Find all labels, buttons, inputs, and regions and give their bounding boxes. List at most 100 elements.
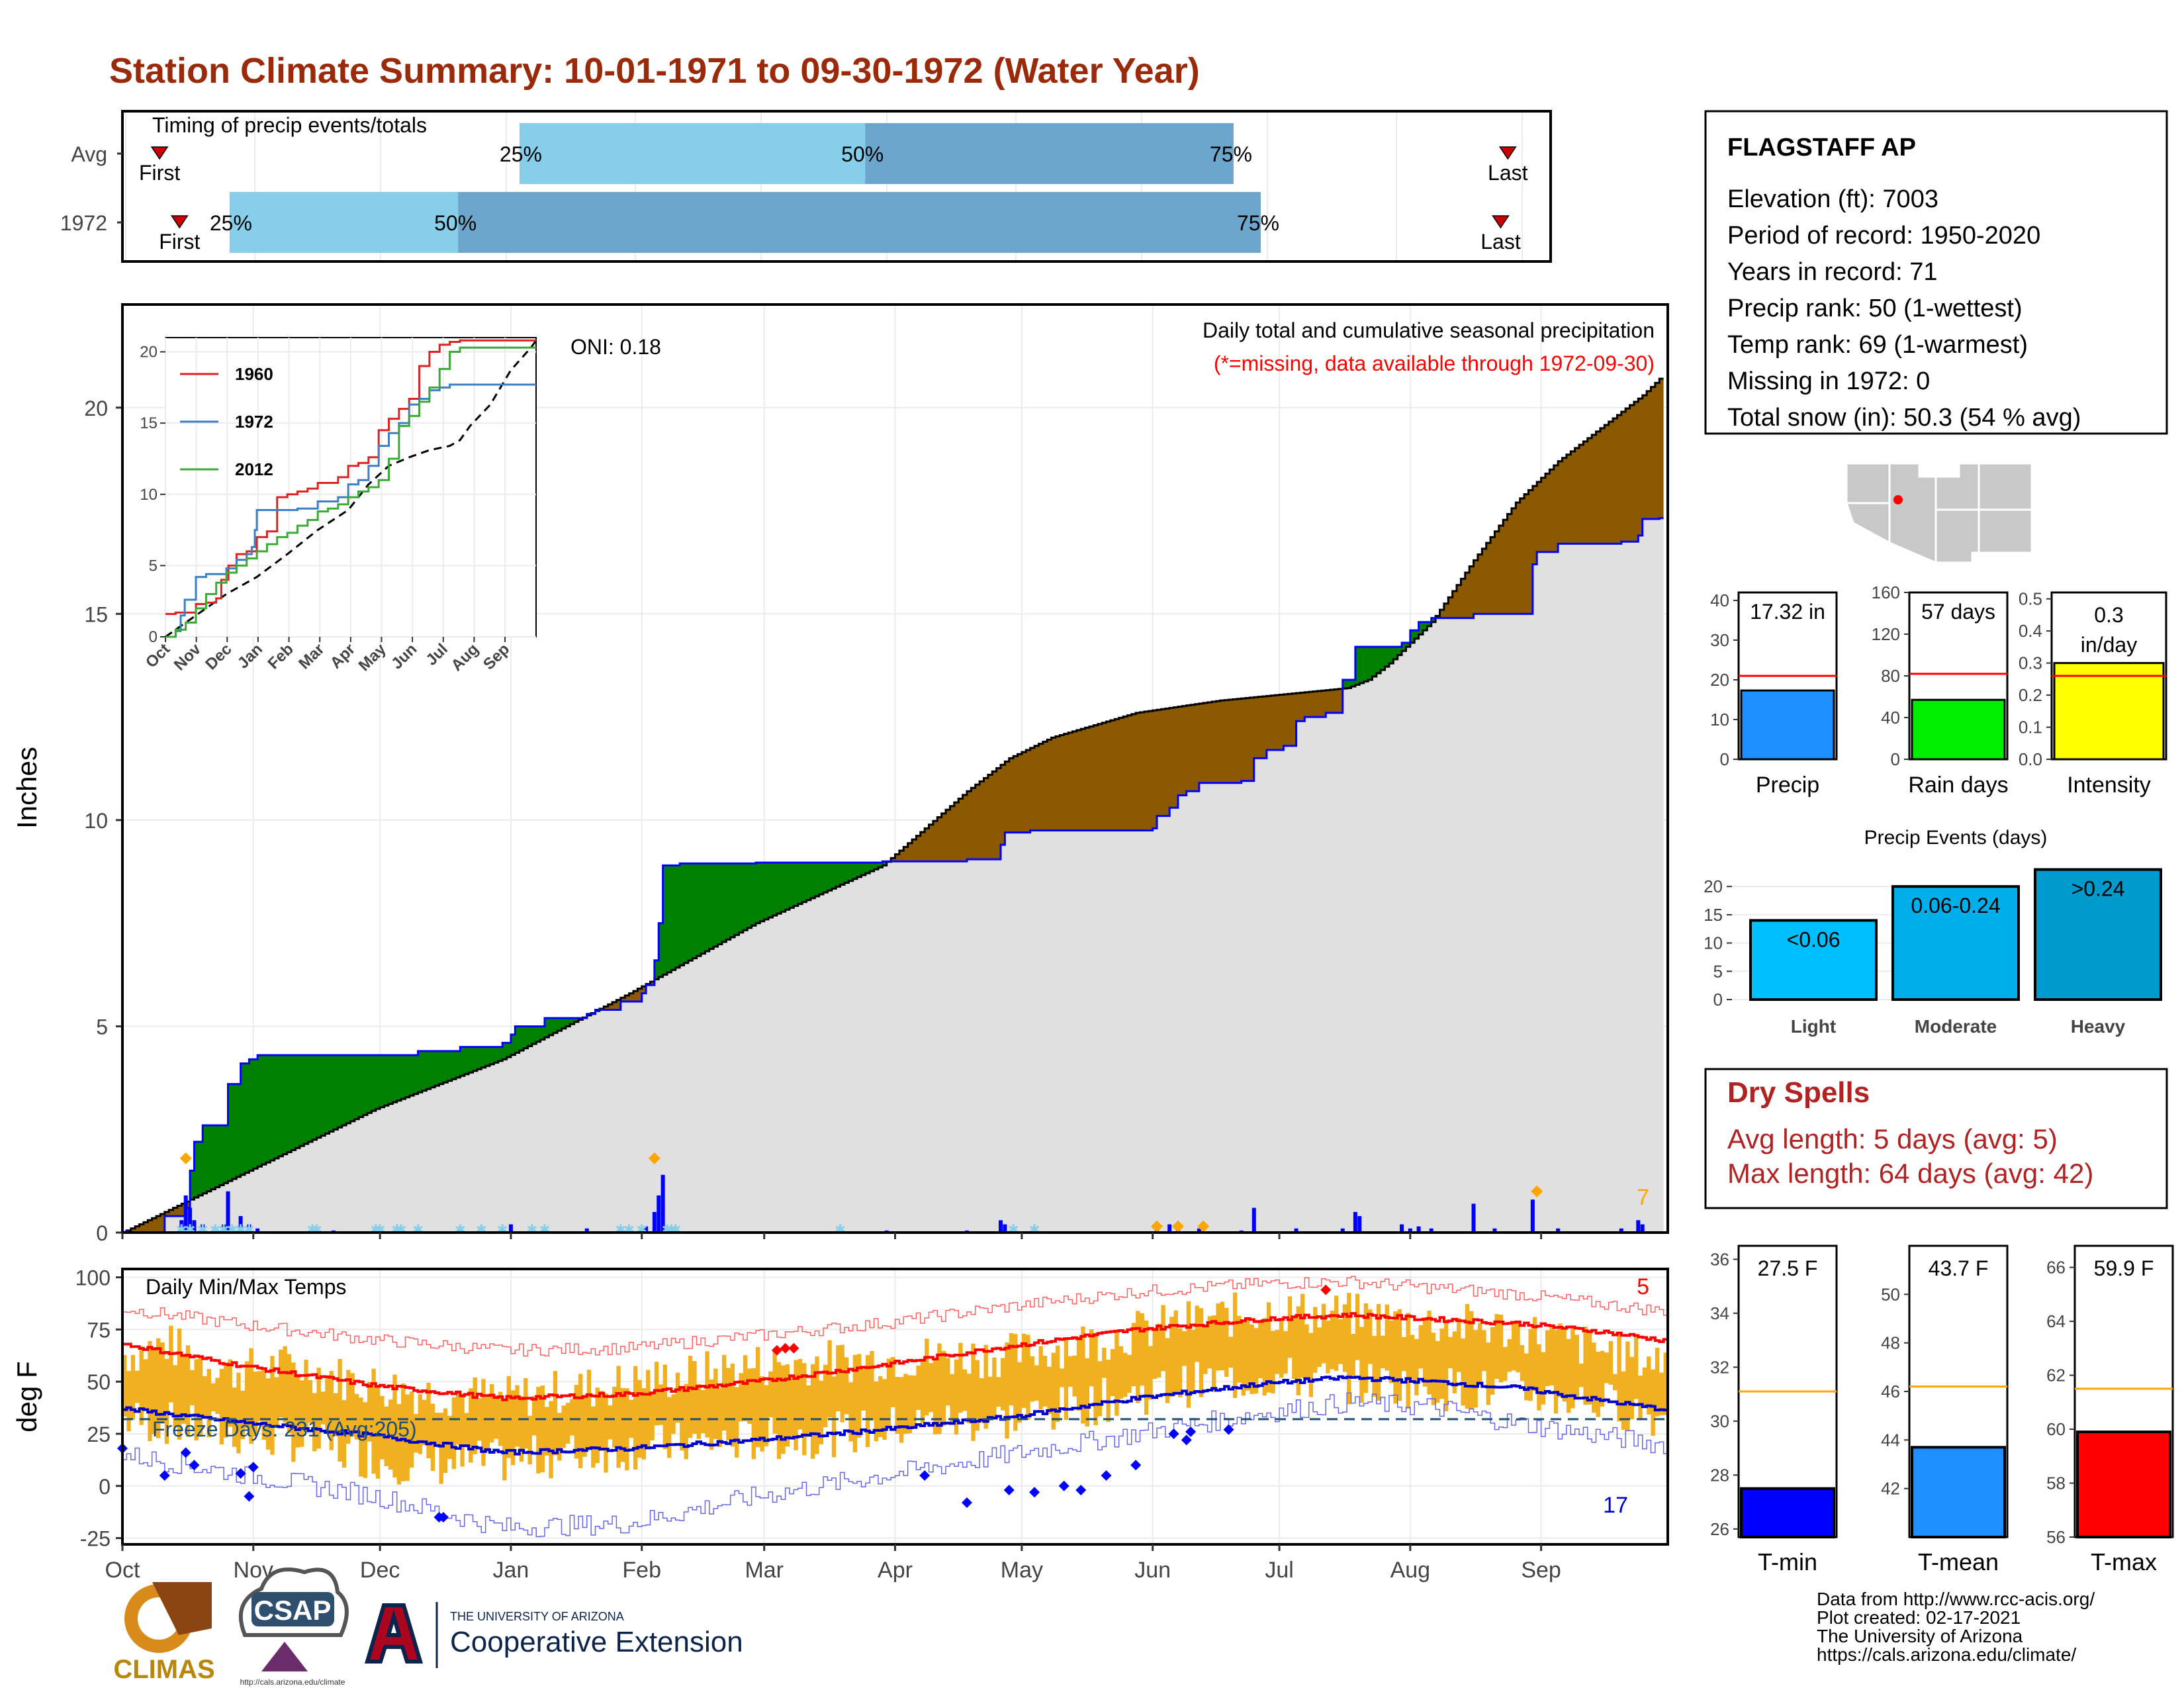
station-info-line: Temp rank: 69 (1-warmest) <box>1727 331 2028 359</box>
daily-precip-bar <box>644 1226 649 1233</box>
station-info-panel: FLAGSTAFF AP Elevation (ft): 7003 Period … <box>1704 110 2168 435</box>
snow-day-marker: ✱ <box>497 1223 508 1237</box>
daily-precip-bar <box>1429 1228 1433 1233</box>
daily-precip-bar <box>1530 1199 1535 1233</box>
record-low-marker <box>1029 1487 1040 1498</box>
month-label: Feb <box>622 1558 661 1583</box>
month-label: Sep <box>1521 1558 1561 1583</box>
record-low-count: 17 <box>1603 1493 1628 1518</box>
record-low-marker <box>1101 1470 1112 1481</box>
daily-precip-bar <box>542 1228 547 1233</box>
event-category-label: Heavy <box>2071 1016 2126 1037</box>
temp-value-label: 43.7 F <box>1929 1256 1989 1280</box>
daily-precip-bar <box>1340 1228 1345 1233</box>
csap-badge <box>251 1592 334 1626</box>
temp-bar-ytick-label: 34 <box>1710 1303 1729 1323</box>
record-high-marker <box>1320 1284 1332 1295</box>
temp-bar-ytick-label: 36 <box>1710 1249 1729 1269</box>
snow-day-marker: ✱ <box>197 1223 208 1237</box>
record-low-marker <box>1130 1460 1142 1471</box>
record-high-marker <box>780 1342 791 1354</box>
climas-text: CLIMAS <box>113 1655 214 1684</box>
temp-category-label: T-max <box>2091 1548 2157 1575</box>
temp-value-label: 59.9 F <box>2094 1256 2154 1280</box>
inset-ytick-label: 5 <box>149 557 158 575</box>
temp-bar-ytick-label: 32 <box>1710 1357 1729 1377</box>
snow-day-marker: ✱ <box>1029 1223 1040 1237</box>
precip-above-average-area <box>190 618 1436 1200</box>
timing-row-label: Avg <box>71 142 107 166</box>
daily-precip-bar <box>226 1191 230 1233</box>
snow-day-marker: ✱ <box>396 1223 407 1237</box>
inset-legend-label: 2012 <box>235 459 273 479</box>
station-info-line: Precip rank: 50 (1-wettest) <box>1727 295 2023 322</box>
record-low-line <box>122 1392 1668 1538</box>
events-ytick-label: 5 <box>1713 961 1723 981</box>
month-label: May <box>1001 1558 1043 1583</box>
daily-precip-bar <box>1400 1224 1404 1233</box>
dry-spells-title: Dry Spells <box>1727 1076 1870 1109</box>
daily-precip-bar <box>1492 1228 1497 1233</box>
record-high-line <box>122 1276 1668 1357</box>
ua-logo: THE UNIVERSITY OF ARIZONA Cooperative Ex… <box>364 1602 743 1668</box>
event-bar <box>1749 919 1878 1001</box>
daily-precip-bar <box>1251 1207 1256 1233</box>
record-low-marker <box>235 1468 246 1479</box>
record-low-marker <box>180 1447 191 1458</box>
snow-day-marker: ✱ <box>623 1223 635 1237</box>
record-low-marker <box>1075 1485 1087 1496</box>
temp-bar-ytick-label: 26 <box>1710 1519 1729 1539</box>
last-event-marker <box>1492 215 1510 229</box>
average-min-line <box>122 1375 1668 1456</box>
mini-ytick-label: 0.0 <box>2019 749 2042 769</box>
mini-ytick-label: 20 <box>1710 670 1729 690</box>
daily-precip-bar <box>201 1224 205 1233</box>
precip-ytick-label: 10 <box>84 809 108 833</box>
csap-url: http://cals.arizona.edu/climate <box>240 1677 345 1687</box>
dry-spells-avg: Avg length: 5 days (avg: 5) <box>1727 1123 2058 1154</box>
daily-precip-bar <box>1294 1228 1298 1233</box>
daily-precip-bar <box>618 1228 623 1233</box>
temp-category-label: T-min <box>1758 1548 1817 1575</box>
observed-cumulative-line <box>122 517 1664 1234</box>
inset-average-line <box>165 337 537 638</box>
event-category-label: Moderate <box>1915 1016 1997 1037</box>
record-low-marker <box>189 1460 200 1471</box>
record-low-marker <box>244 1491 255 1502</box>
ua-small-text: THE UNIVERSITY OF ARIZONA <box>450 1610 624 1623</box>
station-location-dot <box>1893 495 1903 504</box>
mini-ytick-label: 0.1 <box>2019 718 2042 737</box>
month-label: Mar <box>745 1558 784 1583</box>
daily-precip-bar <box>1357 1216 1362 1233</box>
ua-a-icon <box>364 1603 424 1664</box>
daily-precip-bar <box>188 1207 193 1233</box>
first-event-marker <box>150 146 169 160</box>
daily-precip-bar <box>1471 1203 1476 1233</box>
events-ytick-label: 0 <box>1713 990 1723 1009</box>
month-label: Jun <box>1134 1558 1171 1583</box>
last-event-label: Last <box>1480 230 1521 254</box>
climas-logo: CLIMAS <box>113 1582 215 1684</box>
timing-bar-upper <box>865 123 1234 184</box>
timing-p75-label: 75% <box>1237 211 1279 235</box>
event-bar <box>2034 868 2162 1001</box>
events-title: Precip Events (days) <box>1864 827 2048 849</box>
daily-precip-bar <box>1197 1228 1201 1233</box>
daily-precip-bar <box>1353 1211 1357 1233</box>
first-event-marker <box>170 215 189 229</box>
precip-events-chart: Precip Events (days) 05101520<0.06Light0… <box>1704 827 2162 1037</box>
mini-ytick-label: 40 <box>1881 708 1900 727</box>
record-high-marker <box>771 1344 782 1356</box>
mini-value-label: 17.32 in <box>1750 600 1825 624</box>
mini-value-bar <box>1911 698 2006 761</box>
event-bar-label: >0.24 <box>2071 877 2125 901</box>
record-low-marker <box>1058 1480 1069 1491</box>
inset-ytick-label: 20 <box>140 344 158 361</box>
event-bar-label: <0.06 <box>1787 927 1841 951</box>
temp-bar-ytick-label: 44 <box>1881 1430 1900 1450</box>
precip-ytick-label: 20 <box>84 397 108 420</box>
station-name: FLAGSTAFF AP <box>1727 134 1916 162</box>
daily-precip-bar <box>1416 1226 1421 1233</box>
temp-ytick-label: 75 <box>87 1318 111 1342</box>
